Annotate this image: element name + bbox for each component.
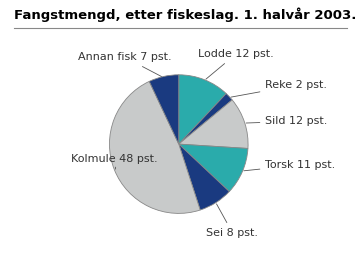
Text: Torsk 11 pst.: Torsk 11 pst.	[244, 160, 336, 171]
Wedge shape	[109, 81, 200, 214]
Text: Sei 8 pst.: Sei 8 pst.	[206, 204, 258, 238]
Text: Fangstmengd, etter fiskeslag. 1. halvår 2003. Prosent: Fangstmengd, etter fiskeslag. 1. halvår …	[14, 8, 361, 23]
Wedge shape	[179, 75, 226, 144]
Text: Kolmule 48 pst.: Kolmule 48 pst.	[71, 154, 158, 169]
Text: Reke 2 pst.: Reke 2 pst.	[231, 80, 327, 97]
Wedge shape	[179, 144, 229, 210]
Text: Lodde 12 pst.: Lodde 12 pst.	[198, 49, 274, 79]
Wedge shape	[179, 94, 232, 144]
Text: Sild 12 pst.: Sild 12 pst.	[246, 116, 328, 126]
Wedge shape	[149, 75, 179, 144]
Wedge shape	[179, 100, 248, 149]
Text: Annan fisk 7 pst.: Annan fisk 7 pst.	[78, 52, 172, 77]
Wedge shape	[179, 144, 248, 192]
